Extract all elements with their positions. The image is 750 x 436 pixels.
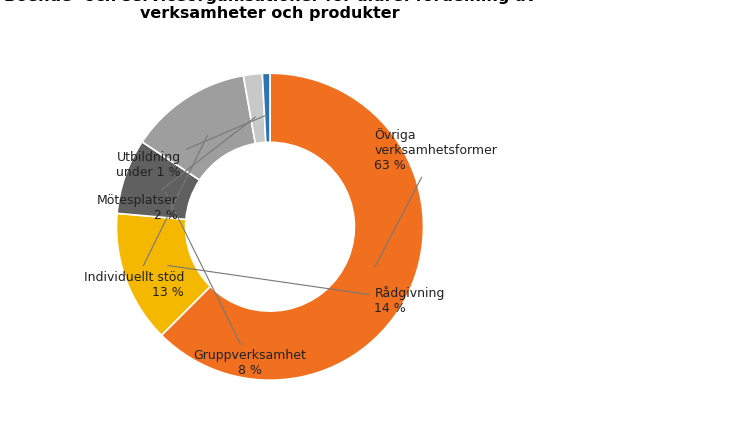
Wedge shape bbox=[116, 213, 210, 335]
Text: Övriga
verksamhetsformer
63 %: Övriga verksamhetsformer 63 % bbox=[374, 128, 497, 267]
Text: Utbildning
under 1 %: Utbildning under 1 % bbox=[116, 116, 265, 179]
Title: Boende- och serviceorganisationer för äldre: fördelning av
verksamheter och prod: Boende- och serviceorganisationer för äl… bbox=[4, 0, 536, 21]
Wedge shape bbox=[262, 73, 270, 143]
Wedge shape bbox=[243, 73, 266, 143]
Wedge shape bbox=[117, 142, 200, 219]
Text: Gruppverksamhet
8 %: Gruppverksamhet 8 % bbox=[166, 192, 307, 378]
Text: Mötesplatser
2 %: Mötesplatser 2 % bbox=[97, 117, 255, 222]
Text: Individuellt stöd
13 %: Individuellt stöd 13 % bbox=[84, 136, 208, 299]
Wedge shape bbox=[142, 75, 255, 180]
Wedge shape bbox=[161, 73, 424, 380]
Text: Rådgivning
14 %: Rådgivning 14 % bbox=[167, 266, 445, 315]
